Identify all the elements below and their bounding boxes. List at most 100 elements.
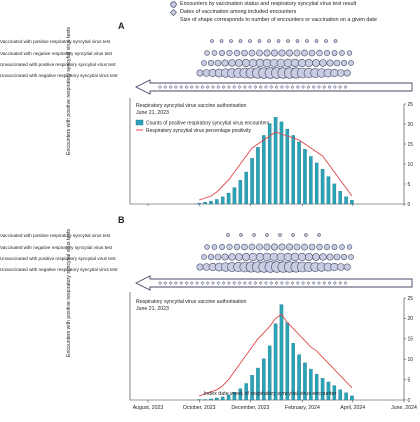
encounter-circle [316,243,323,251]
count-bar [350,200,354,205]
diamond-legend-icon [170,9,177,16]
panel-b-chart: Respiratory syncytial virus vaccine auth… [129,292,417,411]
encounter-circle [348,60,354,66]
encounter-circle [346,50,353,56]
vaccination-diamond [264,85,268,89]
vaccination-diamond [306,281,311,285]
vaccination-diamond [205,85,210,89]
vaccination-diamond [317,85,321,89]
authorisation-arrow [134,79,413,95]
encounter-circle [201,254,207,260]
count-bar [326,381,331,401]
count-bar [273,323,278,401]
vaccination-diamond [343,281,348,285]
count-bar [279,121,284,205]
encounter-circle [235,59,243,67]
panel-b-rows-svg [134,233,413,291]
encounter-circle [204,50,210,56]
encounter-circle [308,243,316,251]
encounter-circle [295,39,300,43]
encounter-circle [263,243,271,251]
encounter-circle [331,244,338,250]
right-tick-label: 15 [408,142,414,148]
encounter-circle [242,59,250,67]
legend-line-label: Respiratory syncytial virus percentage p… [146,128,252,134]
vaccination-diamond [306,85,311,89]
count-bar [326,176,331,205]
encounter-circle [211,50,218,56]
encounter-circle [290,252,300,262]
legend-size-note: Size of shape corresponds to number of e… [180,17,377,23]
encounter-circle [346,244,353,250]
right-tick-label: 0 [408,202,411,208]
encounter-circle [255,252,265,262]
count-bar [309,156,313,205]
count-bar [262,135,266,205]
encounter-circle [210,39,214,43]
count-bar [250,375,254,401]
right-tick-label: 10 [408,357,414,363]
encounter-circle [312,59,320,67]
count-bar [320,378,325,401]
encounter-circle [336,69,345,77]
encounter-circle [219,39,224,43]
count-bar [238,180,243,205]
count-bar [303,148,307,205]
count-bar [273,116,278,205]
encounter-circle [256,49,263,57]
right-tick-label: 5 [408,182,411,188]
vaccination-diamond [211,85,215,89]
encounter-circle [324,39,328,43]
panel-a-chart: Respiratory syncytial virus vaccine auth… [129,98,414,208]
panel-b-letter: B [118,215,125,225]
encounter-circle [228,253,236,261]
right-tick-label: 20 [408,316,414,322]
encounter-circle [333,39,338,43]
count-bar [209,201,213,205]
vaccination-diamond [332,281,337,285]
vaccination-diamond [173,85,178,89]
count-bar [332,385,337,401]
count-bar [226,394,231,401]
count-bar [215,199,219,205]
vaccination-diamond [200,85,205,89]
vaccination-diamond [285,85,290,89]
encounter-circle [235,253,243,261]
vaccination-diamond [322,85,327,89]
encounter-circle [201,60,207,66]
x-tick-label: August, 2023 [133,405,164,411]
encounter-circle [221,59,229,67]
vaccination-diamond [269,85,274,89]
encounter-circle [214,59,222,67]
encounter-circle [257,39,262,43]
vaccination-diamond [189,281,194,285]
vaccination-diamond [311,281,316,285]
count-bar [220,396,225,401]
encounter-circle [283,252,293,262]
encounter-circle [293,49,301,57]
vaccination-diamond [295,85,300,89]
encounter-circle [241,49,248,57]
encounter-circle [252,233,256,237]
vaccination-diamond [179,281,184,285]
vaccination-diamond [158,85,162,89]
encounter-circle [301,243,308,251]
encounter-circle [343,263,351,271]
panel-b-row-4: Unvaccinated with negative respiratory s… [0,267,118,272]
authorisation-arrow [134,275,413,291]
vaccination-diamond [158,281,162,285]
count-bar [309,368,313,401]
count-bar [267,123,272,205]
vaccination-diamond [173,281,178,285]
encounter-circle [331,50,338,56]
encounter-circle [248,49,256,57]
x-tick-label: October, 2023 [183,405,216,411]
vaccination-diamond [274,85,279,89]
vaccination-diamond [184,281,189,285]
count-bar [297,141,301,205]
vaccination-diamond [221,281,226,285]
count-bar [314,374,319,401]
encounter-circle [314,39,319,43]
encounter-circle [343,69,351,77]
panel-a-auth-date: June 21, 2023 [136,110,169,116]
